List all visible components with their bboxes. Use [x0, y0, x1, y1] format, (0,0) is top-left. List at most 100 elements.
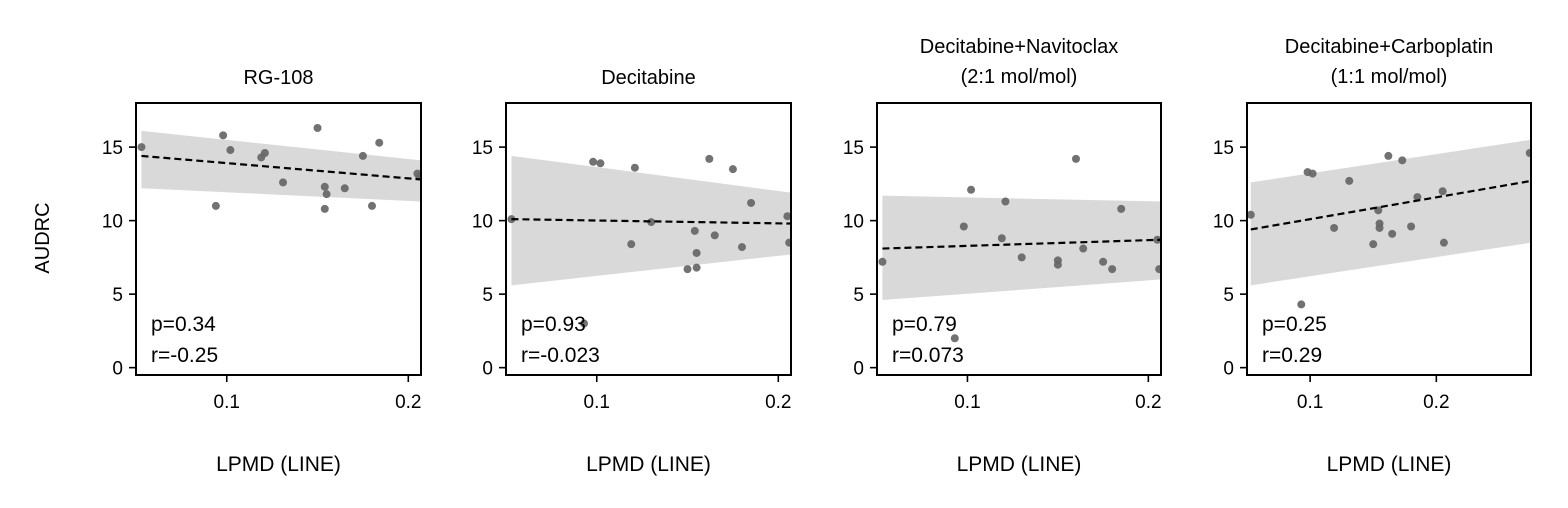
x-axis-label: LPMD (LINE) [957, 453, 1082, 476]
panel-title: Decitabine+Navitoclax [920, 36, 1118, 58]
data-point [959, 222, 968, 231]
y-tick-label: 5 [482, 285, 493, 306]
y-tick-label: 10 [472, 212, 493, 233]
x-axis-label: LPMD (LINE) [1327, 453, 1452, 476]
panel-title: (1:1 mol/mol) [1331, 66, 1448, 88]
panel-2: 0 5 10 15 0.1 0.2 LPMD (LINE) Decitabine p=0.93 r… [472, 67, 792, 476]
y-tick-label: 0 [853, 359, 864, 380]
data-point [878, 257, 887, 266]
confidence-band [141, 130, 421, 202]
data-point [630, 163, 639, 172]
axes-frame [1246, 102, 1532, 376]
regression-line [141, 154, 421, 181]
data-point [1079, 244, 1088, 253]
x-tick-label: 0.2 [395, 392, 421, 413]
data-point [1398, 156, 1407, 165]
data-point [580, 319, 589, 328]
data-point [340, 184, 349, 193]
data-point [690, 226, 699, 235]
regression-line [882, 238, 1161, 250]
data-point [320, 204, 329, 213]
y-tick-label: 0 [1223, 359, 1234, 380]
y-tick-label: 15 [1213, 138, 1234, 159]
data-point [596, 159, 605, 168]
r-value-label: r=-0.25 [151, 344, 218, 367]
panel-title: Decitabine+Carboplatin [1285, 36, 1493, 58]
data-point [1384, 151, 1393, 160]
confidence-band [1250, 139, 1531, 286]
y-tick-label: 15 [843, 138, 864, 159]
confidence-band [882, 195, 1161, 301]
data-point [1439, 238, 1448, 247]
y-tick-label: 5 [112, 285, 123, 306]
y-tick-label: 5 [1223, 285, 1234, 306]
data-point [1297, 300, 1306, 309]
panel-title: Decitabine [601, 67, 696, 89]
data-point [1438, 187, 1447, 196]
data-point [137, 143, 146, 152]
data-point [320, 182, 329, 191]
y-tick-label: 0 [482, 359, 493, 380]
data-point [1017, 253, 1026, 262]
data-point [747, 198, 756, 207]
r-value-label: r=0.073 [892, 344, 964, 367]
data-point [1388, 229, 1397, 238]
panel-title: (2:1 mol/mol) [961, 66, 1078, 88]
data-point [783, 212, 791, 221]
data-point [589, 157, 598, 166]
data-point [1053, 260, 1062, 269]
panels: 0 5 10 15 0.1 0.2 LPMD (LINE) RG-108 p=0.34 r=-0.… [102, 36, 1532, 476]
data-point [358, 151, 367, 160]
data-point [1155, 265, 1161, 274]
x-axis-label: LPMD (LINE) [216, 453, 341, 476]
data-point [950, 334, 959, 343]
data-point [627, 240, 636, 249]
x-tick-label: 0.1 [584, 392, 610, 413]
plot-area [507, 154, 791, 328]
data-point [260, 148, 269, 157]
data-point [1117, 204, 1126, 213]
axes-frame [135, 102, 422, 376]
data-point [692, 263, 701, 272]
x-tick-label: 0.1 [954, 392, 980, 413]
data-point [692, 248, 701, 257]
data-point [710, 231, 719, 240]
plot-area [878, 154, 1161, 343]
r-value-label: r=0.29 [1262, 344, 1322, 367]
y-tick-label: 10 [102, 212, 123, 233]
data-point [705, 154, 714, 163]
data-point [1407, 222, 1416, 231]
data-point [1099, 257, 1108, 266]
data-point [1247, 210, 1255, 219]
data-point [1153, 235, 1161, 244]
data-point [375, 138, 384, 147]
data-point [219, 131, 228, 140]
y-tick-label: 15 [472, 138, 493, 159]
x-tick-label: 0.2 [765, 392, 791, 413]
data-point [211, 201, 220, 210]
x-tick-label: 0.1 [214, 392, 240, 413]
y-tick-label: 5 [853, 285, 864, 306]
data-point [1330, 223, 1339, 232]
data-point [1369, 240, 1378, 249]
data-point [367, 201, 376, 210]
data-point [1413, 193, 1422, 202]
data-point [737, 243, 746, 252]
r-value-label: r=-0.023 [521, 344, 600, 367]
p-value-label: p=0.25 [1262, 313, 1327, 336]
y-tick-label: 0 [112, 359, 123, 380]
panel-title: RG-108 [243, 67, 313, 89]
panel-4: 0 5 10 15 0.1 0.2 LPMD (LINE) Decitabine+Carbop… [1213, 36, 1532, 476]
x-tick-label: 0.2 [1135, 392, 1161, 413]
plot-area [1247, 139, 1531, 309]
data-point [967, 185, 976, 194]
p-value-label: p=0.93 [521, 313, 586, 336]
data-point [785, 238, 791, 247]
panel-1: 0 5 10 15 0.1 0.2 LPMD (LINE) RG-108 p=0.34 r=-0.… [102, 67, 422, 476]
data-point [279, 178, 288, 187]
data-point [226, 146, 235, 155]
y-tick-label: 10 [843, 212, 864, 233]
regression-line [1250, 179, 1531, 231]
regression-line [511, 218, 791, 225]
